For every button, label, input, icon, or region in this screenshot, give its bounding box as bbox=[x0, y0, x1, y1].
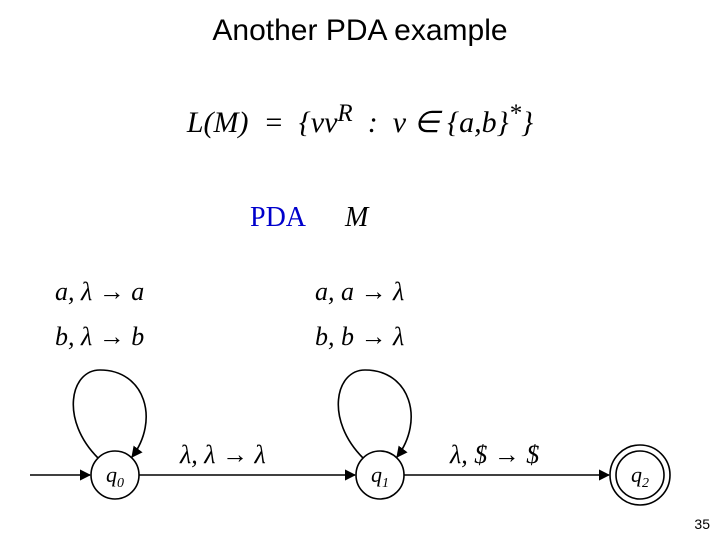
loop-q1 bbox=[338, 370, 411, 458]
loop-q0 bbox=[73, 370, 146, 458]
pda-diagram: q0 q1 q2 bbox=[0, 0, 720, 540]
